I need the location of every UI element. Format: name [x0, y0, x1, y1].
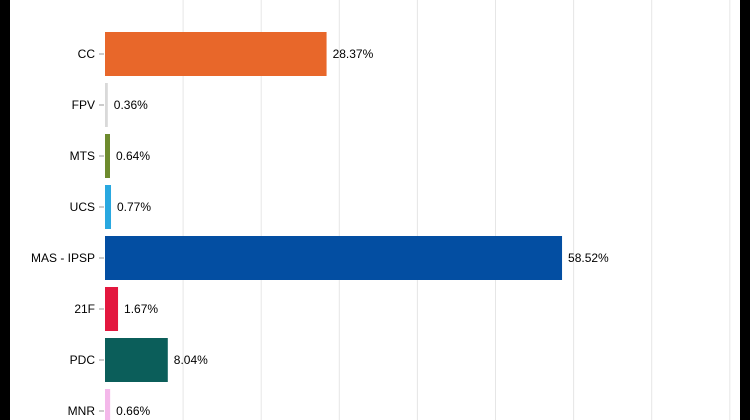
- category-label: FPV: [72, 98, 95, 112]
- category-label: UCS: [70, 200, 95, 214]
- bar-chart: CC 28.37% FPV 0.36% MTS 0.64% UCS 0.77% MAS - IP…: [31, 0, 731, 420]
- value-label: 58.52%: [568, 251, 609, 265]
- category-ticks: [99, 53, 104, 412]
- bar: [105, 338, 168, 382]
- category-label: 21F: [74, 302, 95, 316]
- value-label: 0.64%: [116, 149, 150, 163]
- value-label: 0.66%: [116, 404, 150, 418]
- bar: [105, 185, 112, 229]
- bar: [105, 389, 111, 420]
- bar: [105, 32, 327, 76]
- category-label: MTS: [70, 149, 95, 163]
- value-label: 0.77%: [117, 200, 151, 214]
- value-label: 0.36%: [114, 98, 148, 112]
- category-label: CC: [78, 47, 96, 61]
- bar: [105, 236, 563, 280]
- value-label: 8.04%: [174, 353, 208, 367]
- category-label: PDC: [70, 353, 96, 367]
- category-label: MNR: [68, 404, 96, 418]
- labels: CC 28.37% FPV 0.36% MTS 0.64% UCS 0.77% MAS - IP…: [31, 47, 609, 418]
- category-label: MAS - IPSP: [31, 251, 95, 265]
- value-label: 1.67%: [124, 302, 158, 316]
- chart-plot-area: CC 28.37% FPV 0.36% MTS 0.64% UCS 0.77% MAS - IP…: [10, 0, 740, 420]
- value-label: 28.37%: [333, 47, 374, 61]
- bar: [105, 134, 110, 178]
- bars: [105, 32, 563, 420]
- bar: [105, 287, 119, 331]
- bar: [105, 83, 108, 127]
